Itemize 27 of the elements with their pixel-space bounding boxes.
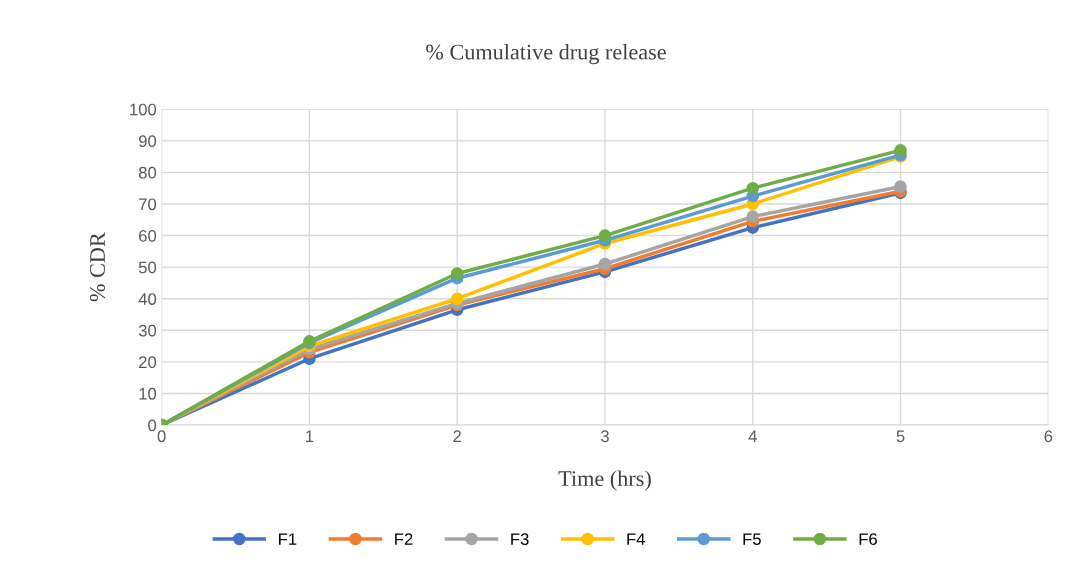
legend-label: F3	[511, 533, 529, 546]
legend-label: F4	[627, 533, 645, 545]
x-axis-title: Time (hrs)	[558, 470, 651, 491]
legend-label: F5	[743, 533, 761, 546]
legend-label: F2	[395, 533, 413, 545]
x-tick-label: 1	[306, 430, 314, 442]
y-tick-label: 80	[138, 166, 157, 179]
x-tick-label: 0	[157, 430, 166, 443]
y-tick-label: 50	[138, 261, 157, 274]
x-tick-label: 5	[896, 430, 905, 443]
y-tick-label: 90	[139, 135, 157, 148]
y-tick-label: 40	[138, 293, 157, 305]
x-tick-label: 3	[600, 430, 609, 443]
y-tick-label: 0	[148, 419, 157, 432]
legend-label: F1	[279, 533, 297, 545]
y-tick-label: 60	[139, 229, 157, 242]
y-tick-label: 10	[139, 387, 157, 400]
x-tick-label: 2	[453, 430, 461, 442]
x-tick-label: 6	[1044, 430, 1053, 443]
y-tick-label: 20	[139, 356, 157, 369]
y-tick-label: 70	[139, 198, 157, 211]
chart-title: % Cumulative drug release	[426, 43, 666, 65]
y-axis-title: % CDR	[90, 232, 106, 302]
x-tick-label: 4	[748, 430, 757, 442]
legend-label: F6	[859, 533, 877, 546]
y-tick-label: 100	[130, 103, 157, 116]
y-tick-label: 30	[138, 324, 157, 337]
